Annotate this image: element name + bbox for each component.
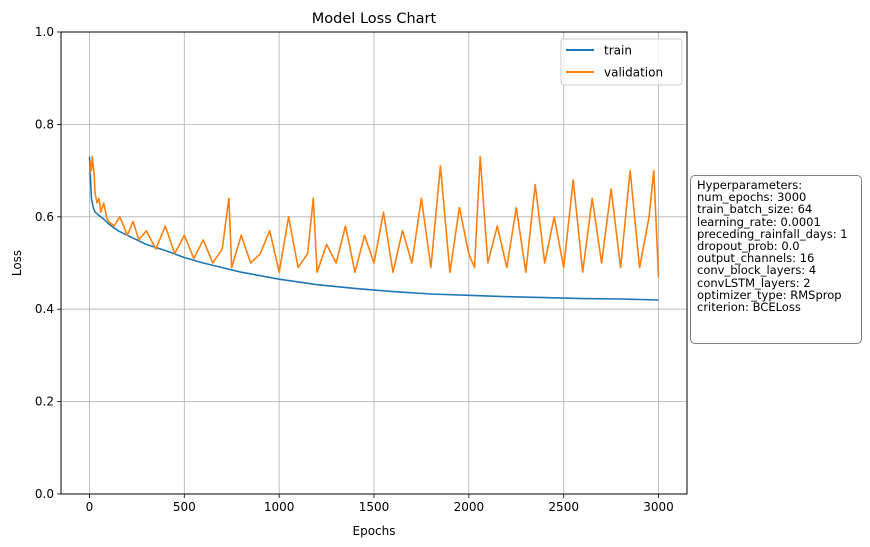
y-axis-label: Loss [10, 250, 24, 276]
y-tick-label: 1.0 [35, 25, 54, 39]
chart-title: Model Loss Chart [312, 11, 437, 27]
x-tick-label: 500 [173, 500, 196, 514]
x-tick-label: 0 [86, 500, 94, 514]
x-tick-label: 2000 [454, 500, 485, 514]
hyperparameters-heading: Hyperparameters: [697, 178, 803, 192]
hp-preceding-rainfall-days: preceding_rainfall_days: 1 [697, 226, 848, 241]
x-tick-label: 1500 [359, 500, 390, 514]
legend-label-validation: validation [604, 66, 663, 80]
x-tick-label: 2500 [548, 500, 579, 514]
legend-label-train: train [604, 44, 632, 58]
hp-optimizer-type: optimizer_type: RMSprop [697, 287, 842, 302]
x-tick-label: 3000 [643, 500, 674, 514]
hp-num-epochs: num_epochs: 3000 [697, 190, 807, 205]
x-axis-ticks: 0 500 1000 1500 2000 2500 3000 [86, 494, 674, 514]
hp-conv-block-layers: conv_block_layers: 4 [697, 263, 817, 278]
y-tick-label: 0.2 [35, 395, 54, 409]
y-tick-label: 0.8 [35, 117, 54, 131]
y-axis-ticks: 0.0 0.2 0.4 0.6 0.8 1.0 [35, 25, 61, 501]
hp-output-channels: output_channels: 16 [697, 251, 815, 266]
x-axis-label: Epochs [353, 524, 396, 538]
hp-criterion: criterion: BCELoss [697, 300, 801, 315]
y-tick-label: 0.0 [35, 487, 54, 501]
series-line-train [88, 156, 659, 301]
hp-train-batch-size: train_batch_size: 64 [697, 202, 813, 217]
legend: train validation [560, 38, 683, 86]
x-tick-label: 1000 [264, 500, 295, 514]
hyperparameters-box: Hyperparameters: num_epochs: 3000 train_… [690, 175, 862, 344]
hp-dropout-prob: dropout_prob: 0.0 [697, 239, 800, 254]
y-tick-label: 0.6 [35, 210, 54, 224]
hp-convlstm-layers: convLSTM_layers: 2 [697, 275, 811, 290]
series-line-validation [88, 155, 660, 277]
y-tick-label: 0.4 [35, 302, 54, 316]
plot-area [88, 155, 660, 301]
hp-learning-rate: learning_rate: 0.0001 [697, 214, 821, 229]
